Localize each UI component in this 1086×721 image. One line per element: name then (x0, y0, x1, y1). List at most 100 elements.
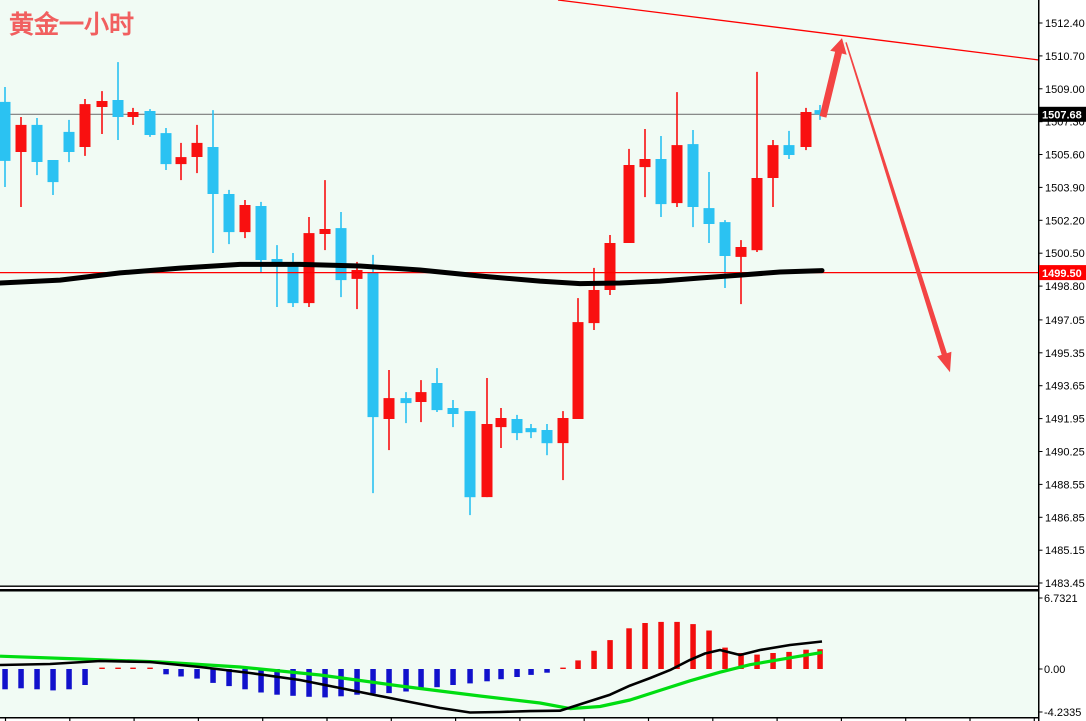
macd-bar (498, 669, 504, 680)
macd-bar (194, 669, 200, 679)
candle (175, 142, 187, 181)
candle (767, 140, 779, 207)
candle (239, 200, 251, 239)
macd-bar (560, 667, 566, 669)
macd-bar (514, 669, 520, 677)
candle (31, 118, 43, 176)
level-price-tag: 1499.50 (1039, 265, 1086, 281)
macd-bar (130, 667, 136, 669)
macd-bar (66, 669, 72, 690)
candle (367, 254, 379, 494)
candle (255, 201, 267, 272)
level-price-tag-value: 1499.50 (1042, 268, 1082, 280)
macd-bar (786, 651, 792, 669)
price-axis-label: 1509.00 (1045, 84, 1085, 96)
candle (541, 424, 553, 456)
candle (639, 129, 651, 198)
candles-layer (0, 62, 826, 516)
candle (400, 392, 412, 424)
candle (271, 245, 283, 307)
moving-average-line[interactable] (0, 261, 825, 287)
candle (572, 298, 584, 419)
candle (671, 92, 683, 207)
macd-bar (354, 669, 360, 695)
candle (191, 124, 203, 174)
indicator-axis-label: 0.00 (1044, 664, 1065, 676)
price-axis-label: 1488.55 (1045, 479, 1085, 491)
macd-bar (386, 669, 392, 694)
macd-bar (528, 669, 534, 675)
macd-bar (115, 667, 121, 669)
macd-bar (403, 669, 409, 692)
main-plot-background (0, 0, 1038, 586)
price-axis-label: 1483.45 (1045, 578, 1085, 590)
candle (63, 119, 75, 163)
panel-separator-line-2 (0, 589, 1038, 592)
candle (144, 109, 156, 137)
indicator-plot-background (0, 591, 1038, 717)
macd-bar (210, 669, 216, 683)
time-axis-line (0, 717, 1038, 719)
price-axis-label: 1505.60 (1045, 150, 1085, 162)
forecast-up-arrow[interactable] (819, 38, 847, 118)
macd-bar (591, 650, 597, 669)
candle (623, 148, 635, 243)
price-axis-label: 1486.85 (1045, 512, 1085, 524)
price-axis-label: 1485.15 (1045, 545, 1085, 557)
price-axis-label: 1491.95 (1045, 414, 1085, 426)
macd-line (0, 640, 823, 714)
macd-bar (338, 669, 344, 697)
macd-bar (2, 669, 8, 690)
price-axis-label: 1500.50 (1045, 248, 1085, 260)
candle (335, 212, 347, 298)
candle (303, 217, 315, 307)
candle (687, 130, 699, 228)
candle (464, 411, 476, 516)
descending-trendline[interactable] (557, 0, 1039, 61)
macd-bar (575, 660, 581, 669)
candle (351, 261, 363, 310)
candle (0, 87, 11, 187)
macd-bar (450, 669, 456, 685)
price-axis-label: 1503.90 (1045, 182, 1085, 194)
current-price-tag: 1507.68 (1039, 106, 1086, 122)
macd-bar (50, 669, 56, 691)
candle (112, 62, 124, 140)
candle (383, 370, 395, 451)
candle (751, 71, 763, 252)
macd-bar (484, 669, 490, 682)
macd-bar (99, 667, 105, 669)
macd-bar (34, 669, 40, 690)
panel-separator-line[interactable] (0, 585, 1038, 587)
candle (495, 408, 507, 448)
candle (15, 117, 27, 207)
macd-bar (467, 669, 473, 684)
candle (127, 107, 139, 125)
candle (79, 99, 91, 156)
candle (655, 136, 667, 217)
forecast-down-arrow[interactable] (845, 42, 952, 373)
candle (814, 105, 826, 120)
candle (207, 110, 219, 253)
macd-bar (690, 624, 696, 669)
price-axis-label: 1497.05 (1045, 315, 1085, 327)
candle (319, 180, 331, 251)
macd-bar (18, 669, 24, 689)
price-axis-label: 1493.65 (1045, 381, 1085, 393)
macd-bar (163, 669, 169, 675)
macd-bar (607, 640, 613, 669)
macd-bar (658, 621, 664, 669)
macd-bar (322, 669, 328, 698)
macd-bar (418, 669, 424, 690)
candle (415, 380, 427, 423)
candle (431, 368, 443, 412)
macd-bar (242, 669, 248, 690)
macd-histogram (2, 621, 823, 698)
macd-bar (147, 667, 153, 669)
current-price-tag-value: 1507.68 (1042, 110, 1082, 122)
candle (511, 414, 523, 441)
indicator-axis-label: 6.7321 (1044, 593, 1078, 605)
candle (783, 130, 795, 159)
